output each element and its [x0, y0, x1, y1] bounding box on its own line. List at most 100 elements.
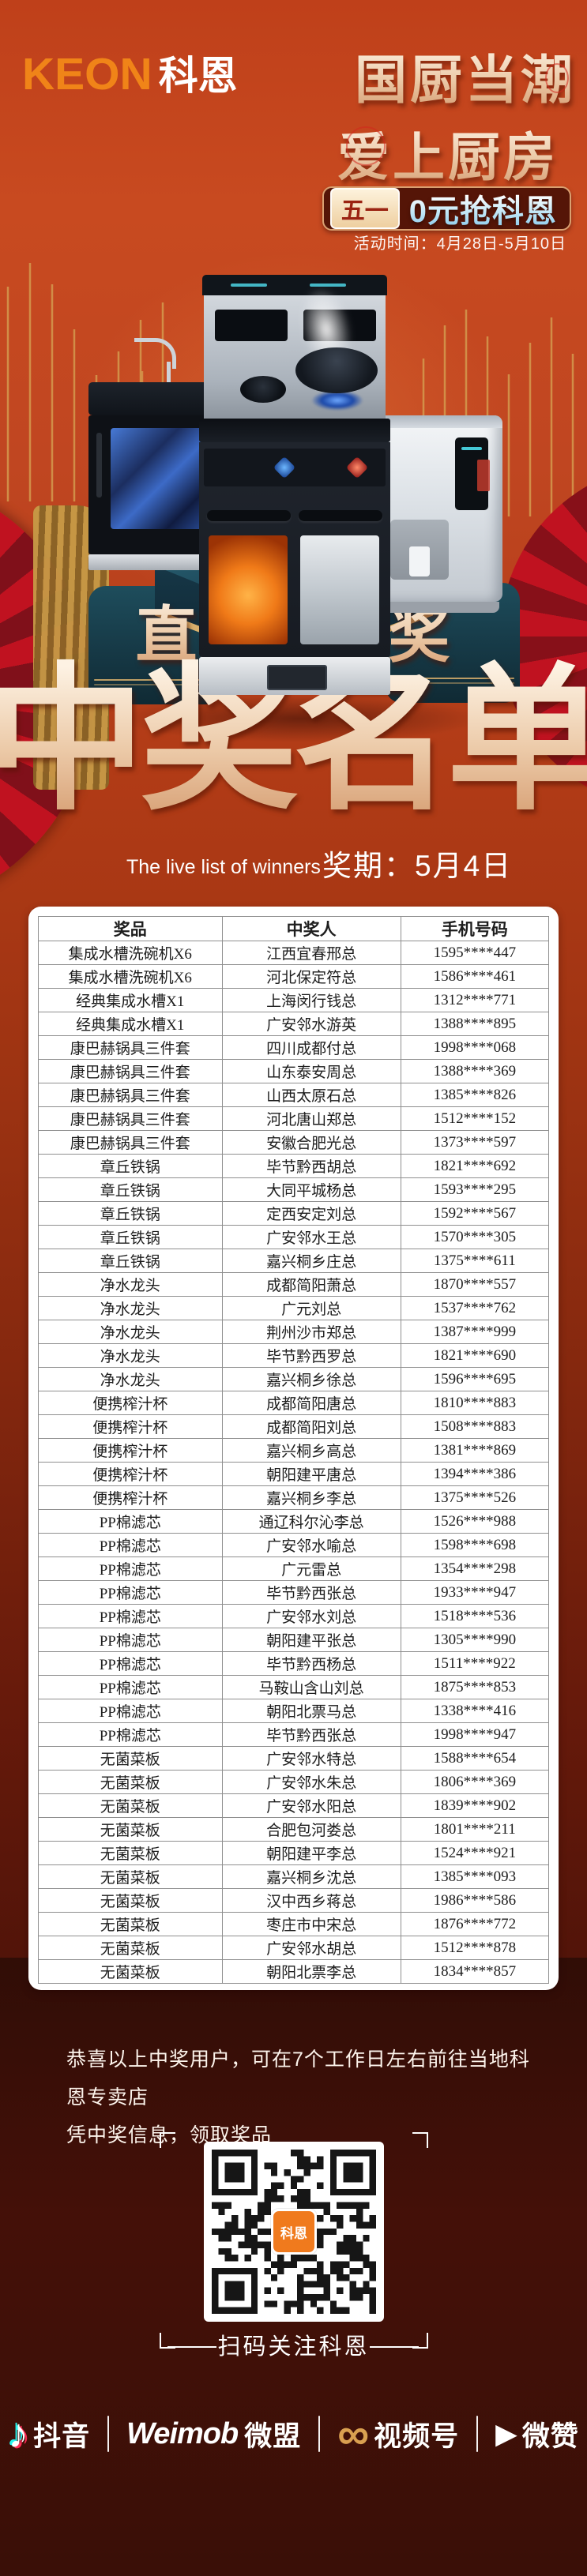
winners-subtitle-en: The live list of winners: [126, 856, 321, 878]
platform-channels: ∞ 视频号: [337, 2408, 460, 2458]
table-header-row: 奖品 中奖人 手机号码: [38, 916, 550, 941]
header-winner: 中奖人: [221, 916, 401, 941]
table-row: 无菌菜板 广安邻水胡总 1512****878: [38, 1936, 550, 1960]
dishwasher-window: [111, 428, 205, 529]
table-row: PP棉滤芯 朝阳北票马总 1338****416: [38, 1699, 550, 1723]
table-row: 无菌菜板 朝阳建平李总 1524****921: [38, 1841, 550, 1865]
table-row: 净水龙头 荆州沙市郑总 1387****999: [38, 1320, 550, 1344]
qr-code: 科恩: [204, 2142, 384, 2322]
badge-tag: 五一: [329, 188, 400, 229]
weizan-play-icon: ▶: [495, 2417, 517, 2450]
table-row: 无菌菜板 合肥包河娄总 1801****211: [38, 1817, 550, 1842]
wok: [295, 347, 378, 393]
douyin-note-icon: ♪: [8, 2411, 29, 2457]
claim-notice: 恭喜以上中奖用户，可在7个工作日左右前往当地科恩专卖店 凭中奖信息，领取奖品: [66, 2041, 540, 2154]
slogan-line-1: 国厨当潮: [355, 38, 576, 114]
brand-logo-en: KEON: [22, 49, 152, 100]
winners-table-body: 集成水槽洗碗机X6 江西宜春邢总 1595****447 集成水槽洗碗机X6 河北保定符…: [38, 941, 550, 1984]
table-row: 无菌菜板 广安邻水特总 1588****654: [38, 1746, 550, 1771]
draw-date: 奖期：5月4日: [322, 850, 513, 882]
table-row: 章丘铁锅 嘉兴桐乡庄总 1375****611: [38, 1249, 550, 1273]
table-row: 无菌菜板 嘉兴桐乡沈总 1385****093: [38, 1864, 550, 1889]
winners-table: 奖品 中奖人 手机号码 集成水槽洗碗机X6 江西宜春邢总 1595****447 集成…: [38, 916, 550, 1984]
table-row: 便携榨汁杯 嘉兴桐乡李总 1375****526: [38, 1485, 550, 1510]
blue-flame: [311, 390, 363, 411]
frame-corner: [412, 2333, 428, 2349]
table-row: 经典集成水槽X1 上海闵行钱总 1312****771: [38, 988, 550, 1012]
promo-badge: 五一 0元抢科恩: [322, 186, 571, 231]
table-row: 净水龙头 成都简阳萧总 1870****557: [38, 1272, 550, 1297]
platform-weizan: ▶ 微赞: [495, 2417, 579, 2452]
claim-notice-line1: 恭喜以上中奖用户，可在7个工作日左右前往当地科恩专卖店: [66, 2048, 530, 2108]
table-row: PP棉滤芯 朝阳建平张总 1305****990: [38, 1628, 550, 1652]
burner: [240, 376, 286, 403]
table-row: 康巴赫锅具三件套 河北唐山郑总 1512****152: [38, 1106, 550, 1131]
table-row: 净水龙头 毕节黔西罗总 1821****690: [38, 1343, 550, 1368]
footer-divider: [318, 2416, 321, 2452]
brand-logo-cn: 科恩: [158, 54, 238, 98]
footer-divider: [107, 2416, 110, 2452]
table-row: 康巴赫锅具三件套 四川成都付总 1998****068: [38, 1035, 550, 1060]
footer-divider: [476, 2416, 479, 2452]
table-row: 章丘铁锅 毕节黔西胡总 1821****692: [38, 1154, 550, 1178]
table-row: 经典集成水槽X1 广安邻水游英 1388****895: [38, 1012, 550, 1036]
oven-window: [209, 535, 288, 644]
frame-corner: [412, 2132, 428, 2148]
product-sink-dishwasher: [88, 338, 216, 575]
weimob-wordmark: Weimob: [126, 2416, 239, 2450]
podium-shadow: [119, 695, 482, 742]
table-row: 无菌菜板 广安邻水阳总 1839****902: [38, 1793, 550, 1818]
water-cup: [409, 546, 430, 576]
table-row: 净水龙头 嘉兴桐乡徐总 1596****695: [38, 1367, 550, 1391]
faucet: [134, 338, 176, 369]
caption-rule: [370, 2346, 419, 2348]
table-row: 康巴赫锅具三件套 山东泰安周总 1388****369: [38, 1059, 550, 1083]
platform-douyin: ♪ 抖音: [8, 2411, 91, 2457]
table-row: 章丘铁锅 广安邻水王总 1570****305: [38, 1225, 550, 1249]
qr-caption: 扫码关注科恩: [217, 2334, 370, 2360]
table-row: PP棉滤芯 马鞍山含山刘总 1875****853: [38, 1675, 550, 1699]
table-row: 净水龙头 广元刘总 1537****762: [38, 1296, 550, 1320]
table-row: 康巴赫锅具三件套 安徽合肥光总 1373****597: [38, 1130, 550, 1155]
table-row: PP棉滤芯 通辽科尔沁李总 1526****988: [38, 1509, 550, 1534]
table-row: 集成水槽洗碗机X6 河北保定符总 1586****461: [38, 964, 550, 989]
frame-corner: [160, 2333, 175, 2349]
platform-footer: ♪ 抖音 Weimob 微盟 ∞ 视频号 ▶ 微赞: [0, 2408, 587, 2458]
qr-center-logo: 科恩: [271, 2209, 317, 2255]
frame-corner: [160, 2132, 175, 2148]
table-row: 便携榨汁杯 朝阳建平唐总 1394****386: [38, 1462, 550, 1486]
table-row: 无菌菜板 汉中西乡蒋总 1986****586: [38, 1888, 550, 1913]
table-row: 康巴赫锅具三件套 山西太原石总 1385****826: [38, 1083, 550, 1107]
brand-logo: KEON 科恩: [22, 44, 238, 101]
steamer-window: [300, 535, 379, 644]
table-row: 集成水槽洗碗机X6 江西宜春邢总 1595****447: [38, 941, 550, 965]
header-phone: 手机号码: [400, 916, 550, 941]
table-row: PP棉滤芯 广元雷总 1354****298: [38, 1556, 550, 1581]
caption-rule: [167, 2346, 216, 2348]
table-row: PP棉滤芯 毕节黔西张总 1998****947: [38, 1722, 550, 1747]
table-row: 无菌菜板 广安邻水朱总 1806****369: [38, 1770, 550, 1794]
channels-icon: ∞: [337, 2408, 370, 2458]
table-row: 便携榨汁杯 成都简阳刘总 1508****883: [38, 1414, 550, 1439]
header-prize: 奖品: [38, 916, 223, 941]
table-row: 无菌菜板 朝阳北票李总 1834****857: [38, 1959, 550, 1984]
product-integrated-stove: [199, 264, 390, 695]
table-row: 章丘铁锅 定西安定刘总 1592****567: [38, 1201, 550, 1226]
ring-decoration: [545, 63, 569, 93]
table-row: PP棉滤芯 毕节黔西张总 1933****947: [38, 1580, 550, 1605]
table-row: PP棉滤芯 广安邻水刘总 1518****536: [38, 1604, 550, 1628]
blue-emblem: [273, 456, 296, 479]
activity-time: 活动时间：4月28日-5月10日: [353, 235, 566, 253]
winners-table-card: 奖品 中奖人 手机号码 集成水槽洗碗机X6 江西宜春邢总 1595****447 集成…: [28, 907, 559, 1990]
platform-weimob: Weimob 微盟: [126, 2416, 302, 2452]
badge-text: 0元抢科恩: [409, 186, 557, 231]
product-water-purifier: [378, 415, 502, 614]
table-row: PP棉滤芯 广安邻水喻总 1598****698: [38, 1533, 550, 1557]
table-row: 章丘铁锅 大同平城杨总 1593****295: [38, 1177, 550, 1202]
table-row: 无菌菜板 枣庄市中宋总 1876****772: [38, 1912, 550, 1936]
table-row: 便携榨汁杯 嘉兴桐乡高总 1381****869: [38, 1438, 550, 1463]
table-row: PP棉滤芯 毕节黔西杨总 1511****922: [38, 1651, 550, 1676]
table-row: 便携榨汁杯 成都简阳唐总 1810****883: [38, 1391, 550, 1415]
ring-decoration: [346, 126, 386, 166]
